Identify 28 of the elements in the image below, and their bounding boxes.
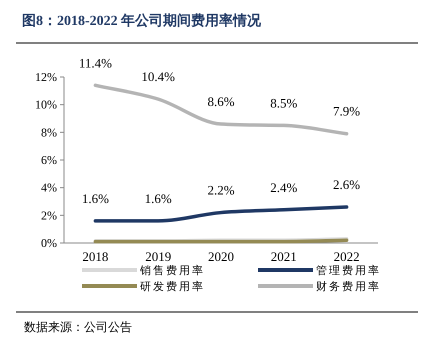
data-label: 1.6% <box>82 190 110 206</box>
data-label: 1.6% <box>144 190 172 206</box>
x-tick-label: 2018 <box>82 249 108 264</box>
data-label: 2.4% <box>270 180 298 195</box>
data-label: 11.4% <box>78 55 112 70</box>
data-label: 2.6% <box>333 177 360 192</box>
y-tick-label: 2% <box>41 208 57 222</box>
y-tick-label: 4% <box>41 180 57 195</box>
x-tick-label: 2020 <box>208 249 234 264</box>
y-tick-label: 12% <box>35 70 57 84</box>
data-label: 7.9% <box>333 104 360 119</box>
legend-label: 销售费用率 <box>139 264 205 277</box>
legend-label: 财务费用率 <box>316 280 381 293</box>
x-tick-label: 2019 <box>145 249 172 264</box>
chart-title: 图8：2018-2022 年公司期间费用率情况 <box>22 12 262 29</box>
x-tick-label: 2021 <box>270 249 297 264</box>
source-note: 数据来源：公司公告 <box>24 320 132 334</box>
y-tick-label: 10% <box>35 98 57 112</box>
data-label: 8.5% <box>270 95 298 110</box>
legend-label: 管理费用率 <box>316 264 381 277</box>
data-label: 2.2% <box>207 182 235 198</box>
data-label: 10.4% <box>141 69 176 84</box>
y-tick-label: 0% <box>41 236 57 250</box>
x-tick-label: 2022 <box>334 249 360 264</box>
legend-label: 研发费用率 <box>140 280 205 293</box>
y-tick-label: 8% <box>41 125 57 140</box>
y-tick-label: 6% <box>41 153 57 167</box>
data-label: 8.6% <box>207 94 235 110</box>
